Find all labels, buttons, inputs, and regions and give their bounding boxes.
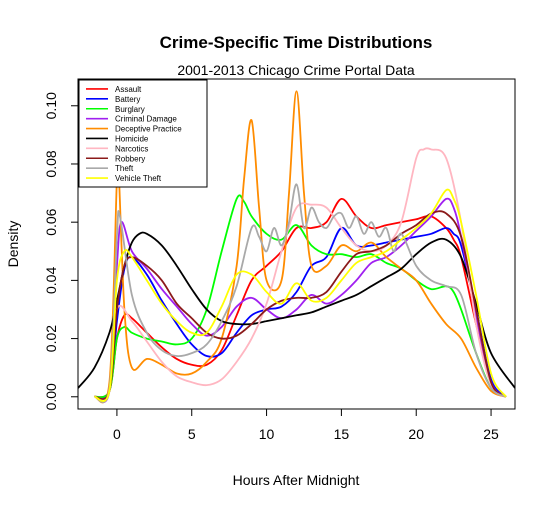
x-tick-label: 10 [259, 426, 275, 442]
legend-label-narcotics: Narcotics [115, 144, 148, 153]
chart-subtitle: 2001-2013 Chicago Crime Portal Data [177, 62, 415, 78]
legend-label-deceptive-practice: Deceptive Practice [115, 125, 182, 134]
y-tick-label: 0.10 [43, 92, 59, 119]
y-tick-label: 0.04 [43, 267, 59, 294]
series-line-narcotics [94, 147, 507, 400]
legend-label-burglary: Burglary [115, 105, 145, 114]
series-line-theft [93, 183, 507, 404]
x-tick-label: 5 [188, 426, 196, 442]
legend-label-assault: Assault [115, 85, 142, 94]
y-tick-label: 0.00 [43, 383, 59, 410]
series-line-robbery [94, 210, 507, 400]
x-axis-label: Hours After Midnight [233, 472, 360, 488]
y-tick-label: 0.02 [43, 325, 59, 352]
legend-label-criminal-damage: Criminal Damage [115, 115, 177, 124]
y-tick-label: 0.06 [43, 208, 59, 235]
x-tick-label: 25 [483, 426, 499, 442]
series-line-criminal-damage [93, 197, 507, 404]
x-tick-label: 0 [113, 426, 121, 442]
x-tick-label: 15 [334, 426, 350, 442]
legend-label-robbery: Robbery [115, 154, 145, 163]
y-axis-label: Density [5, 221, 21, 268]
x-tick-label: 20 [408, 426, 424, 442]
legend-label-homicide: Homicide [115, 134, 149, 143]
legend-label-vehicle-theft: Vehicle Theft [115, 174, 162, 183]
legend-label-battery: Battery [115, 95, 140, 104]
series-line-deceptive-practice [93, 90, 507, 404]
chart-title: Crime-Specific Time Distributions [160, 33, 433, 52]
legend-box [78, 79, 208, 188]
series-line-homicide [78, 231, 515, 389]
series-line-battery [94, 227, 507, 400]
y-tick-label: 0.08 [43, 150, 59, 177]
legend-label-theft: Theft [115, 164, 134, 173]
series-line-vehicle-theft [94, 188, 507, 402]
